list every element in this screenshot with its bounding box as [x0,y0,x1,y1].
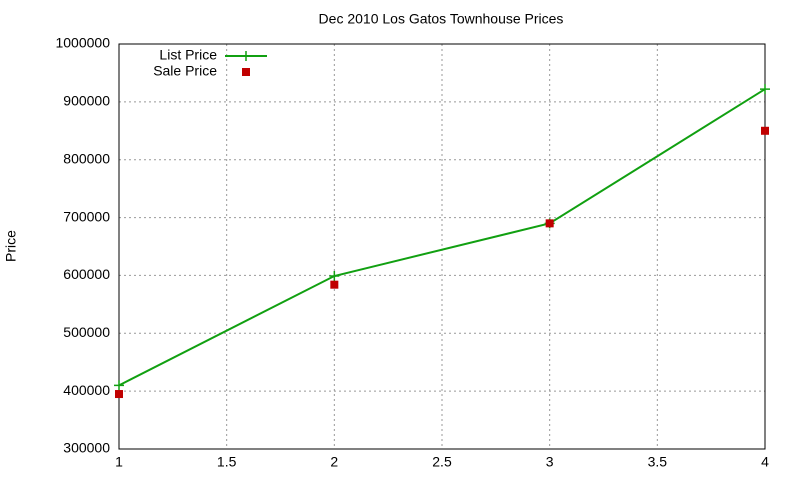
x-tick-label: 1 [115,454,123,470]
y-tick-label: 1000000 [55,35,110,51]
plot-border [118,43,766,450]
y-tick-label: 400000 [63,382,110,398]
y-tick-label: 700000 [63,208,110,224]
point [761,126,769,135]
x-tick-label: 4 [761,454,769,470]
x-tick-label: 3 [546,454,554,470]
y-tick-label: 900000 [63,93,110,109]
x-tick-label: 3.5 [648,454,668,470]
legend-marker [242,68,250,76]
point [545,219,554,228]
x-tick-label: 2.5 [432,454,452,470]
point [329,271,340,282]
y-tick-label: 500000 [63,324,110,340]
y-tick-label: 300000 [63,440,110,456]
legend-label: Sale Price [153,63,217,79]
point [114,380,124,391]
point [330,280,339,289]
y-tick-label: 800000 [63,150,110,166]
point [760,84,770,95]
line [118,88,766,387]
y-axis-label: Price [3,230,19,262]
point [115,390,123,399]
chart-title: Dec 2010 Los Gatos Townhouse Prices [319,11,564,27]
x-tick-label: 1.5 [217,454,237,470]
x-tick-label: 2 [330,454,338,470]
legend-label: List Price [159,47,217,63]
y-tick-label: 600000 [63,266,110,282]
legend-marker [241,51,251,61]
